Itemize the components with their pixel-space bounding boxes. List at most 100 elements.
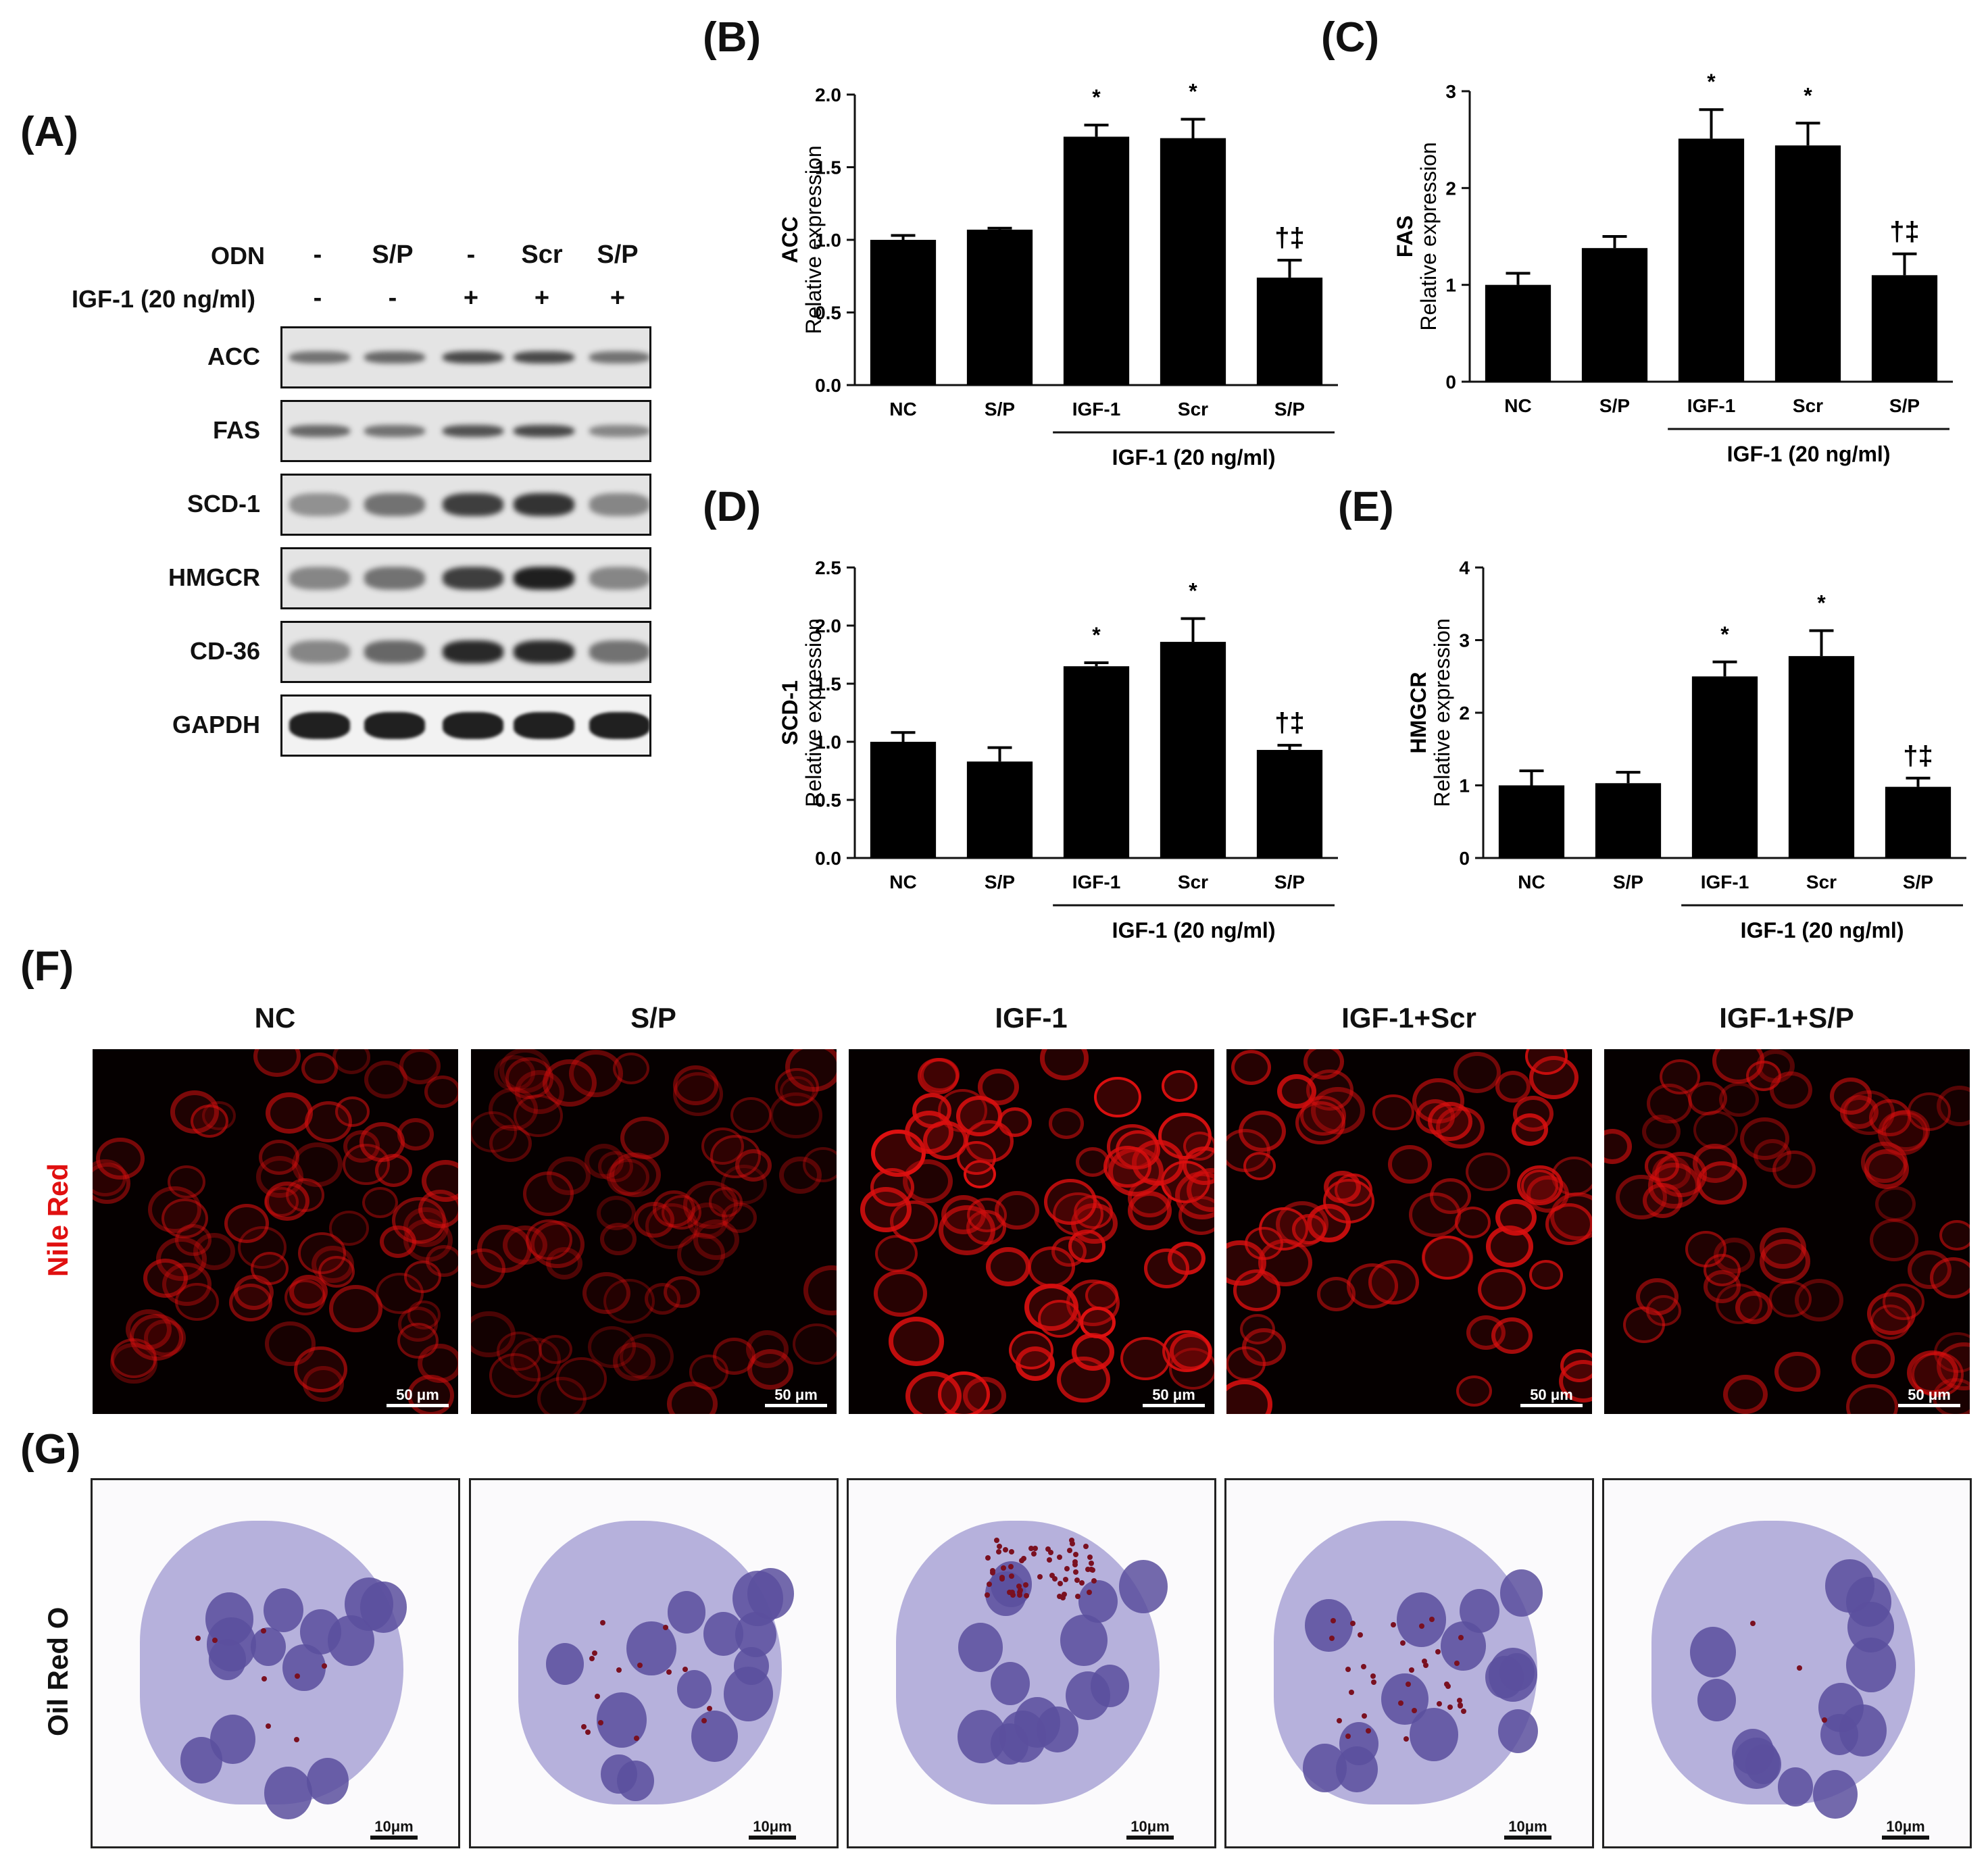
y-tick-label: 0.5	[815, 790, 841, 811]
lipid-droplet	[1049, 1573, 1055, 1579]
panel-label-d: (D)	[703, 484, 762, 530]
stained-cell	[1860, 1142, 1908, 1183]
stained-cell	[1071, 1333, 1114, 1371]
stained-cell	[735, 1148, 772, 1182]
stained-cell	[284, 1279, 326, 1315]
significance-mark: *	[1707, 70, 1716, 94]
stained-cell	[1243, 1151, 1276, 1180]
lipid-droplet	[1422, 1663, 1428, 1669]
stained-cell	[905, 1371, 962, 1414]
stained-cell	[1174, 1171, 1214, 1219]
blot-band	[514, 712, 574, 739]
bar	[1063, 136, 1130, 385]
protein-label: ACC	[207, 343, 260, 370]
lipid-droplet	[1390, 1621, 1396, 1627]
stained-cell	[1875, 1186, 1916, 1221]
x-tick-label: S/P	[1613, 871, 1643, 892]
stained-cell	[1526, 1175, 1570, 1213]
lipid-droplet	[1016, 1589, 1022, 1595]
bar	[1256, 277, 1323, 385]
stained-cell	[1094, 1076, 1141, 1118]
stained-cell	[1039, 1049, 1089, 1080]
y-axis-gene-label: HMGCR	[1406, 672, 1431, 754]
lipid-droplet	[1406, 1682, 1412, 1688]
oil-red-o-image: 10μm	[1602, 1478, 1972, 1848]
igf-value: +	[610, 284, 626, 312]
stained-cell	[1303, 1049, 1345, 1080]
bar	[1595, 783, 1662, 858]
lipid-droplet	[1037, 1573, 1043, 1580]
lipid-droplet	[261, 1675, 267, 1682]
lipid-droplet	[1457, 1703, 1463, 1709]
significance-mark: *	[1092, 85, 1101, 109]
stained-cell	[318, 1255, 355, 1288]
stained-cell	[1323, 1170, 1361, 1204]
igf-label: IGF-1 (20 ng/ml)	[72, 285, 256, 313]
condition-title: S/P	[630, 1002, 676, 1034]
stained-cell	[1009, 1330, 1054, 1370]
lipid-droplet	[1074, 1577, 1080, 1583]
nucleus	[306, 1757, 349, 1804]
oil-red-o-image: 10μm	[847, 1478, 1216, 1848]
blot-band	[514, 493, 574, 516]
stained-cell	[497, 1331, 543, 1371]
lipid-droplet	[1087, 1590, 1093, 1595]
x-tick-label: IGF-1	[1701, 871, 1749, 892]
stained-cell	[264, 1187, 299, 1217]
stained-cell	[421, 1159, 458, 1203]
lipid-droplet	[1366, 1728, 1372, 1734]
stained-cell	[792, 1323, 837, 1365]
stained-cell	[190, 1104, 229, 1138]
lipid-droplet	[589, 1656, 595, 1662]
blot-band	[589, 351, 649, 363]
lipid-droplet	[1085, 1566, 1091, 1572]
bar	[1691, 676, 1758, 858]
stained-cell	[683, 1180, 739, 1229]
nucleus	[991, 1723, 1028, 1765]
lipid-droplet	[1457, 1698, 1463, 1704]
nucleus	[264, 1588, 304, 1633]
bar	[1774, 145, 1841, 382]
lipid-droplet	[999, 1576, 1005, 1582]
lipid-droplet	[1447, 1704, 1453, 1710]
stained-cell	[1079, 1307, 1116, 1339]
oil-red-o-label: Oil Red O	[42, 1607, 74, 1736]
lipid-droplet	[1336, 1717, 1342, 1723]
stained-cell	[1478, 1268, 1526, 1310]
lipid-droplet	[1370, 1679, 1376, 1685]
lipid-droplet	[1067, 1547, 1073, 1553]
odn-value: Scr	[521, 241, 563, 269]
x-tick-label: S/P	[985, 399, 1015, 420]
nucleus	[1060, 1614, 1108, 1667]
scale-bar: 10μm	[749, 1818, 796, 1840]
nile-red-label: Nile Red	[42, 1163, 74, 1277]
y-tick-label: 3	[1445, 81, 1456, 102]
nucleus	[360, 1581, 407, 1634]
stained-cell	[233, 1274, 274, 1310]
y-axis-label: Relative expression	[801, 145, 826, 334]
lipid-droplet	[1056, 1594, 1062, 1600]
acc-bar-chart: 0.0 0.5 1.0 1.5 2.0 ACC Relative expression NC S…	[778, 80, 1338, 470]
scale-bar: 10μm	[370, 1818, 418, 1840]
stained-cell	[1300, 1096, 1347, 1136]
y-tick-label: 2	[1445, 178, 1456, 199]
lipid-droplet	[1361, 1713, 1367, 1719]
lipid-droplet	[321, 1663, 327, 1669]
stained-cell	[1127, 1191, 1172, 1230]
lipid-droplet	[1345, 1734, 1351, 1740]
nucleus	[1689, 1627, 1736, 1678]
nucleus	[1396, 1592, 1447, 1648]
lipid-droplet	[1087, 1554, 1093, 1560]
stained-cell	[362, 1187, 398, 1219]
stained-cell	[1372, 1094, 1414, 1131]
protein-label: SCD-1	[187, 490, 260, 517]
nucleus	[1078, 1580, 1118, 1623]
bar	[1063, 666, 1130, 858]
lipid-droplet	[1822, 1717, 1828, 1723]
stained-cell	[986, 1246, 1031, 1286]
blot-band	[589, 493, 649, 516]
stained-cell	[1491, 1317, 1533, 1355]
stained-cell	[873, 1270, 927, 1317]
blot-band	[289, 493, 350, 516]
lipid-droplet	[1083, 1544, 1089, 1550]
